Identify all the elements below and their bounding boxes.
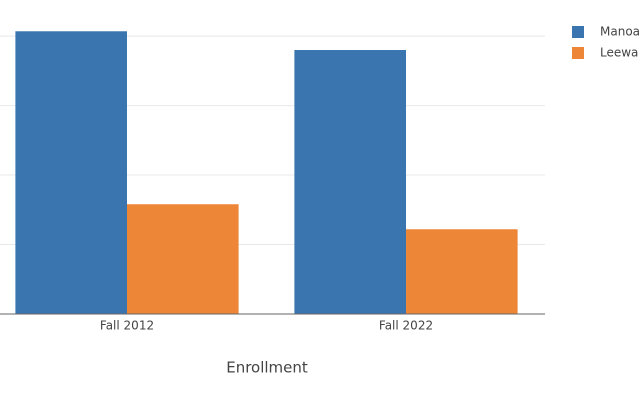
- legend-text: Manoa: [600, 25, 640, 39]
- bar: [127, 204, 239, 314]
- legend-swatch: [572, 47, 584, 59]
- bar: [294, 50, 406, 314]
- bar: [15, 31, 127, 315]
- bar: [406, 229, 518, 314]
- legend-text: Leewa: [600, 46, 638, 60]
- x-axis-title: Enrollment: [226, 359, 308, 377]
- legend-swatch: [572, 26, 584, 38]
- x-tick-label: Fall 2012: [100, 319, 154, 333]
- x-tick-label: Fall 2022: [379, 319, 433, 333]
